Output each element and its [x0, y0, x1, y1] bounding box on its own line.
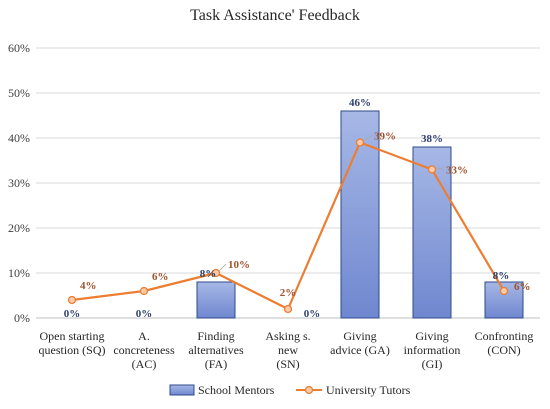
line-point [67, 295, 77, 305]
bar [196, 281, 236, 319]
line-data-label: 33% [446, 165, 468, 177]
x-tick-label-line: (AC) [132, 357, 157, 371]
line-point [211, 268, 221, 278]
leader-line [362, 135, 373, 141]
x-tick-label-line: (GI) [422, 357, 443, 371]
x-tick-label-line: (FA) [205, 357, 227, 371]
bar-data-label: 8% [200, 268, 217, 280]
legend-swatch-bar [169, 384, 195, 396]
x-tick-label-line: Giving [415, 329, 448, 343]
bar-data-label: 0% [136, 308, 153, 320]
legend: School Mentors University Tutors [169, 383, 411, 397]
bar-data-label: 46% [349, 97, 371, 109]
legend-label: University Tutors [326, 383, 411, 397]
x-tick-label: Finding alternatives (FA) [188, 329, 244, 371]
bar [412, 146, 452, 319]
x-tick-label-line: alternatives [188, 343, 244, 357]
line-point [139, 286, 149, 296]
chart-title: Task Assistance' Feedback [190, 7, 360, 24]
leader-line [434, 167, 445, 170]
bar-data-label: 8% [493, 270, 510, 282]
y-tick-label: 20% [8, 221, 30, 235]
x-tick-label: Confronting (CON) [475, 329, 534, 357]
x-tick-label-line: advice (GA) [330, 343, 390, 357]
x-tick-label-line: Asking s. [265, 329, 310, 343]
leader-line [218, 263, 227, 272]
line-point [283, 304, 293, 314]
x-tick-label-line: Open starting [40, 329, 105, 343]
x-tick-label-line: new [278, 343, 298, 357]
line-data-label: 6% [514, 281, 531, 293]
y-tick-label: 40% [8, 131, 30, 145]
line-data-label: 10% [228, 259, 250, 271]
x-tick-label-line: Finding [197, 329, 234, 343]
line-point [355, 138, 365, 147]
line-layer [67, 138, 509, 314]
y-tick-label: 50% [8, 86, 30, 100]
y-tick-label: 10% [8, 266, 30, 280]
x-tick-label-line: (SN) [276, 357, 299, 371]
line-data-label: 4% [80, 280, 97, 292]
x-tick-label-line: information [404, 343, 461, 357]
x-tick-label-line: Giving [343, 329, 376, 343]
y-tick-label: 0% [14, 311, 30, 325]
x-tick-label-line: Confronting [475, 329, 534, 343]
line-data-label: 6% [152, 271, 169, 283]
y-tick-label: 30% [8, 176, 30, 190]
bar-data-label: 38% [421, 133, 443, 145]
x-tick-label-line: question (SQ) [39, 343, 106, 357]
line-point [427, 165, 437, 174]
x-tick-label-line: A. [138, 329, 150, 343]
x-tick-label: Giving advice (GA) [330, 329, 390, 357]
grid-layer: 0% 10% 20% 30% 40% 50% 60% Open starting questio… [8, 41, 540, 371]
legend-swatch-marker [304, 385, 314, 395]
legend-label: School Mentors [198, 383, 275, 397]
line-data-label: 2% [280, 287, 297, 299]
x-tick-label: Open starting question (SQ) [39, 329, 106, 357]
bar-data-label: 0% [304, 308, 321, 320]
x-tick-label: Asking s. new (SN) [265, 329, 310, 371]
x-tick-label-line: (CON) [487, 343, 520, 357]
line-data-label: 39% [374, 131, 396, 143]
y-tick-label: 60% [8, 41, 30, 55]
bar-data-label: 0% [64, 308, 81, 320]
line-point [499, 286, 509, 296]
label-layer: 0% 0% 8% 0% 46% 38% 8% 4% 6% 10% 2% 39% 33% 6% [64, 97, 531, 320]
x-tick-label: Giving information (GI) [404, 329, 461, 371]
x-tick-label: A. concreteness (AC) [113, 329, 175, 371]
x-tick-label-line: concreteness [113, 343, 175, 357]
